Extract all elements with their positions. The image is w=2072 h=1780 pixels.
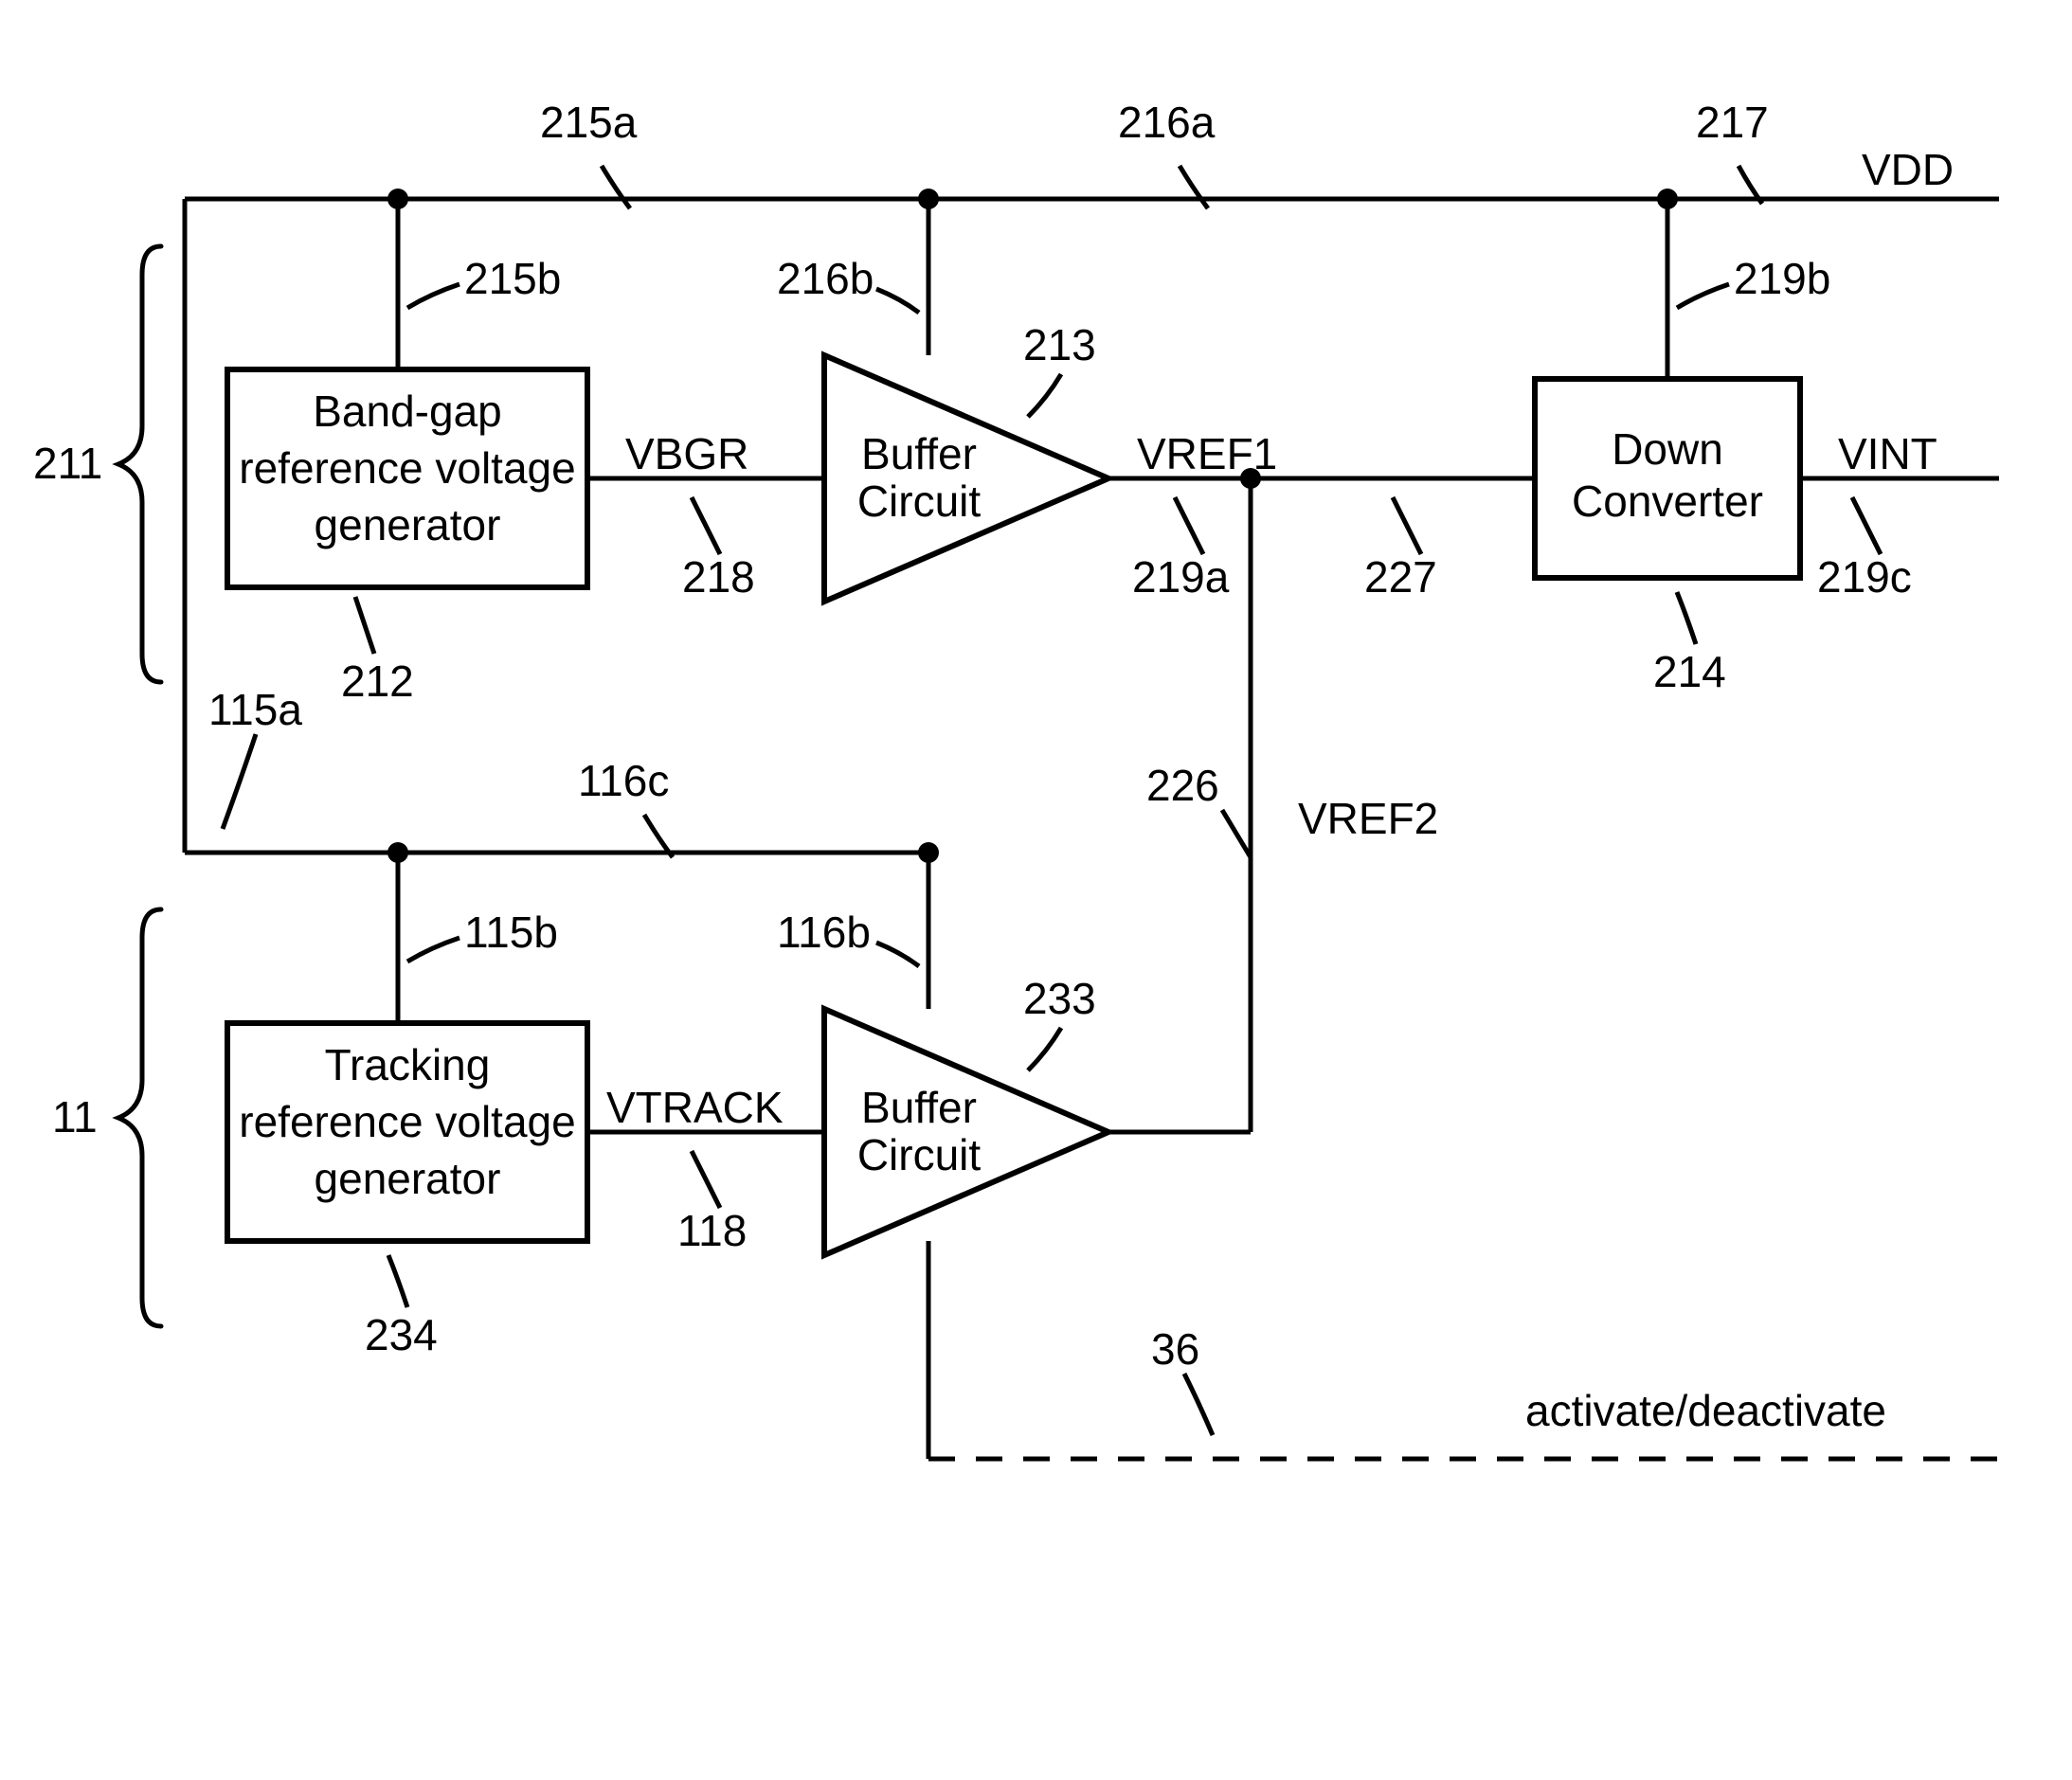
brace-211 (118, 246, 161, 682)
sig-vref1: VREF1 (1137, 429, 1277, 478)
ref-216b: 216b (777, 254, 874, 303)
bgr-l2: reference voltage (239, 443, 575, 493)
ref-215a: 215a (540, 98, 638, 147)
ref-115a: 115a (208, 685, 302, 734)
buf2-l1: Buffer (861, 1083, 977, 1132)
ref-219a: 219a (1132, 552, 1230, 602)
ref-227: 227 (1364, 552, 1437, 602)
ref-216a: 216a (1118, 98, 1216, 147)
ref-234: 234 (365, 1310, 438, 1359)
sig-vref2: VREF2 (1298, 794, 1438, 843)
sig-vtrack: VTRACK (606, 1083, 784, 1132)
sig-vint: VINT (1838, 429, 1937, 478)
sig-vdd: VDD (1862, 145, 1954, 194)
ref-215b: 215b (464, 254, 561, 303)
bgr-l1: Band-gap (313, 387, 502, 436)
ref-116b: 116b (777, 908, 871, 957)
trk-l3: generator (315, 1154, 501, 1203)
buf2-l2: Circuit (857, 1130, 982, 1179)
trk-l1: Tracking (325, 1040, 491, 1089)
ref-212: 212 (341, 656, 414, 706)
ref-118: 118 (677, 1206, 747, 1255)
ref-36: 36 (1151, 1324, 1199, 1374)
ref-217: 217 (1696, 98, 1769, 147)
ref-116c: 116c (578, 756, 669, 805)
ref-233: 233 (1023, 974, 1096, 1023)
ref-213: 213 (1023, 320, 1096, 369)
ref-214: 214 (1653, 647, 1726, 696)
trk-l2: reference voltage (239, 1097, 575, 1146)
buf1-l2: Circuit (857, 476, 982, 526)
sig-vbgr: VBGR (625, 429, 748, 478)
circuit-diagram: 215a 216a 217 VDD 215b 216b 219b Band-ga… (0, 0, 2072, 1780)
ref-211: 211 (33, 439, 102, 488)
buf1-l1: Buffer (861, 429, 977, 478)
bgr-l3: generator (315, 500, 501, 549)
sig-act: activate/deactivate (1525, 1386, 1886, 1435)
ref-218: 218 (682, 552, 755, 602)
brace-11 (118, 909, 161, 1326)
ref-11: 11 (52, 1092, 98, 1142)
ref-115b: 115b (464, 908, 558, 957)
ref-226: 226 (1146, 761, 1219, 810)
ref-219c: 219c (1817, 552, 1912, 602)
dc-l2: Converter (1572, 476, 1763, 526)
ref-219b: 219b (1734, 254, 1830, 303)
dc-l1: Down (1612, 424, 1723, 474)
